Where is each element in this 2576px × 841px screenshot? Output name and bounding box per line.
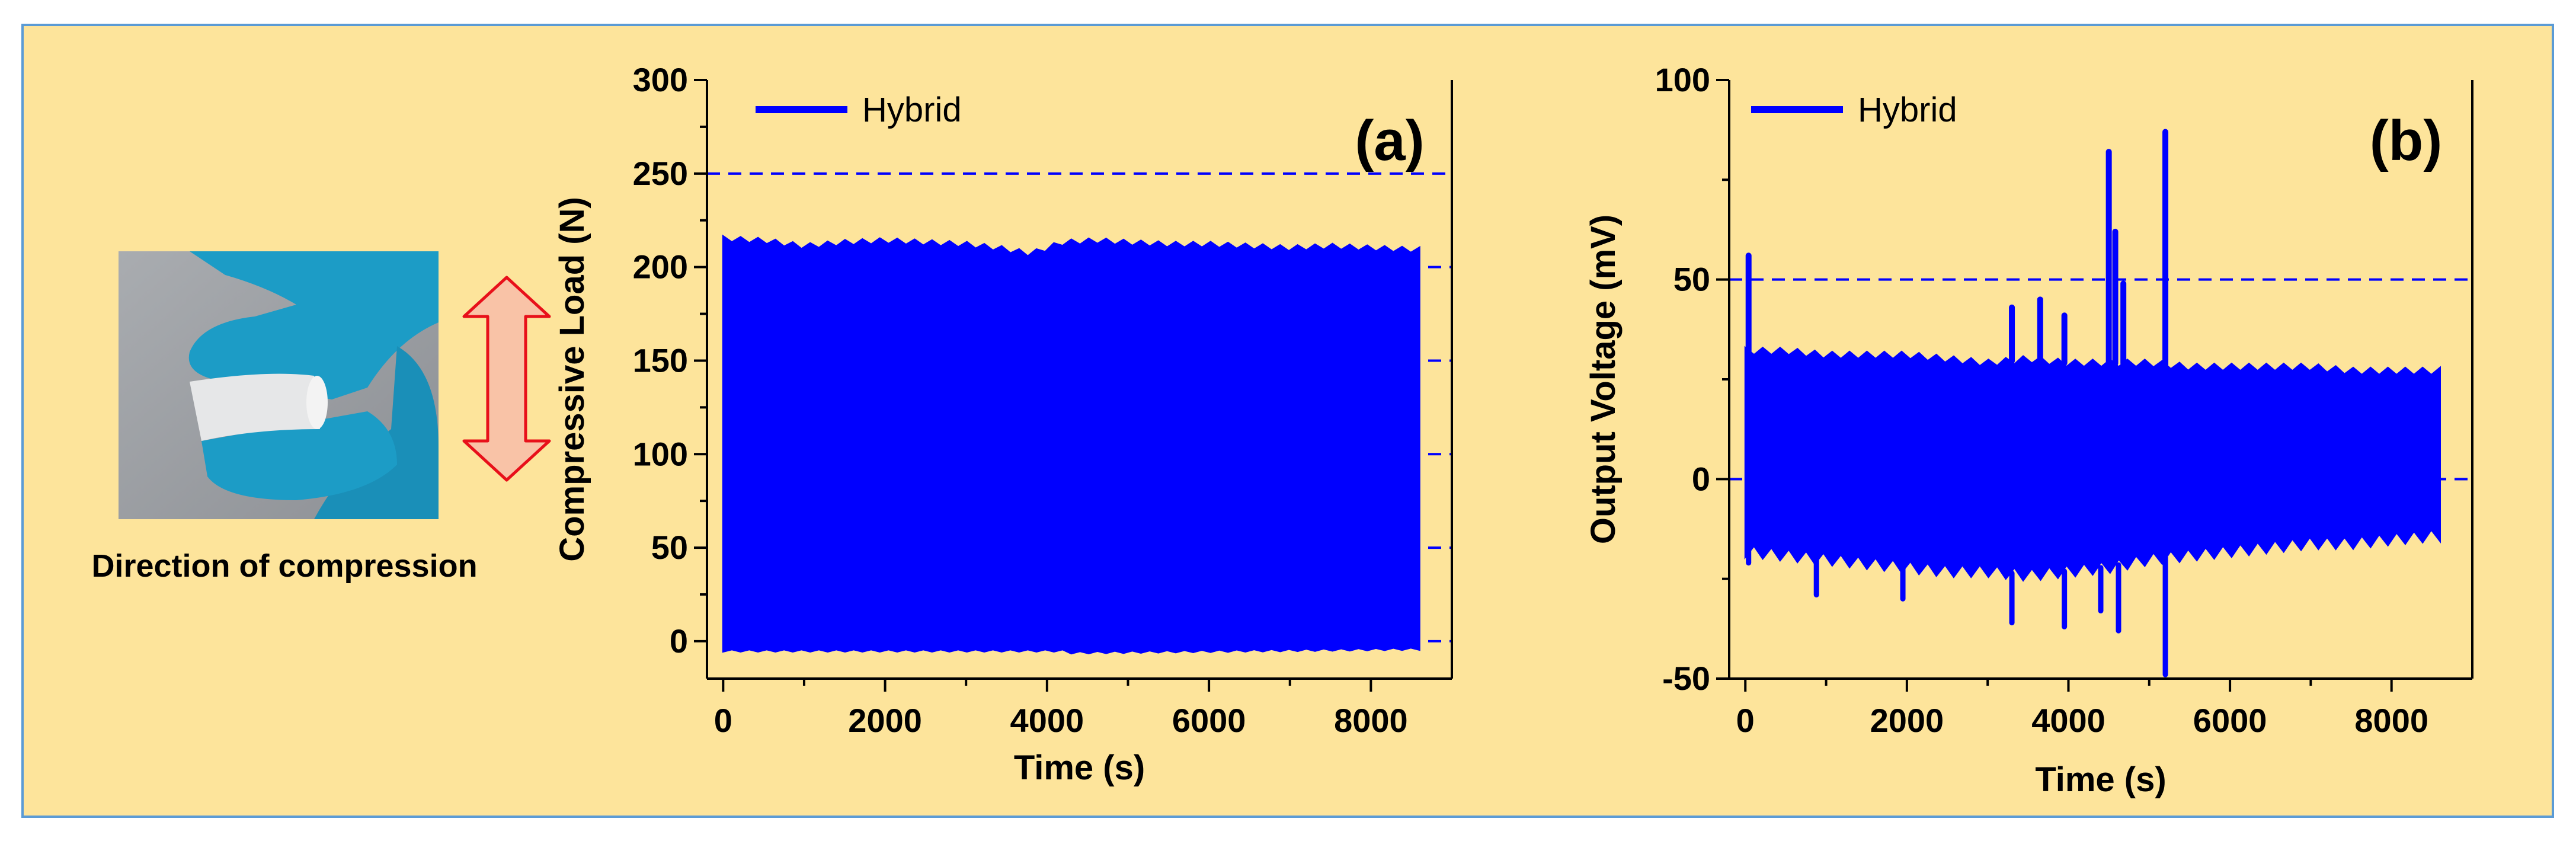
chart-a-xtick-label: 6000 (1172, 702, 1246, 739)
chart-b-xlabel: Time (s) (2035, 760, 2166, 799)
chart-a-legend-label: Hybrid (862, 91, 962, 129)
chart-b-xtick-label: 4000 (2031, 702, 2105, 739)
chart-a-ytick-label: 150 (633, 341, 688, 379)
chart-a-ytick-label: 100 (633, 435, 688, 472)
chart-b-xtick-label: 8000 (2354, 702, 2428, 739)
chart-b-legend-label: Hybrid (1858, 91, 1957, 129)
chart-a-ylabel: Compressive Load (N) (553, 197, 591, 562)
chart-b-series-band (1744, 346, 2441, 582)
photo-hand-compressing-sample (119, 251, 439, 519)
chart-a-ytick-label: 50 (651, 529, 688, 566)
chart-a-ytick-label: 250 (633, 155, 688, 192)
chart-b-xtick-label: 6000 (2193, 702, 2267, 739)
glove-icon (188, 251, 439, 399)
chart-b-ytick-label: 0 (1692, 460, 1710, 497)
chart-b-ytick-label: -50 (1662, 660, 1710, 697)
figure-caption: Direction of compression (91, 548, 478, 584)
chart-a-xtick-label: 8000 (1334, 702, 1408, 739)
chart-a-ytick-label: 200 (633, 248, 688, 286)
chart-a-xtick-label: 4000 (1010, 702, 1084, 739)
chart-a-ytick-label: 300 (633, 61, 688, 98)
chart-a-ytick-label: 0 (670, 622, 688, 660)
chart-a-panel-label: (a) (1355, 109, 1424, 172)
chart-a-xtick-label: 2000 (848, 702, 922, 739)
chart-b-ytick-label: 50 (1673, 261, 1710, 298)
double-headed-arrow-icon (462, 276, 551, 482)
chart-b-ylabel: Output Voltage (mV) (1584, 215, 1623, 544)
chart-b-xtick-label: 0 (1736, 702, 1755, 739)
chart-a-series-band (722, 234, 1420, 655)
chart-b-ytick-label: 100 (1655, 61, 1710, 98)
chart-a-xlabel: Time (s) (1014, 749, 1145, 787)
chart-b-xtick-label: 2000 (1870, 702, 1944, 739)
chart-a-xtick-label: 0 (714, 702, 732, 739)
sample-icon (190, 373, 320, 441)
chart-b-panel-label: (b) (2370, 109, 2443, 172)
